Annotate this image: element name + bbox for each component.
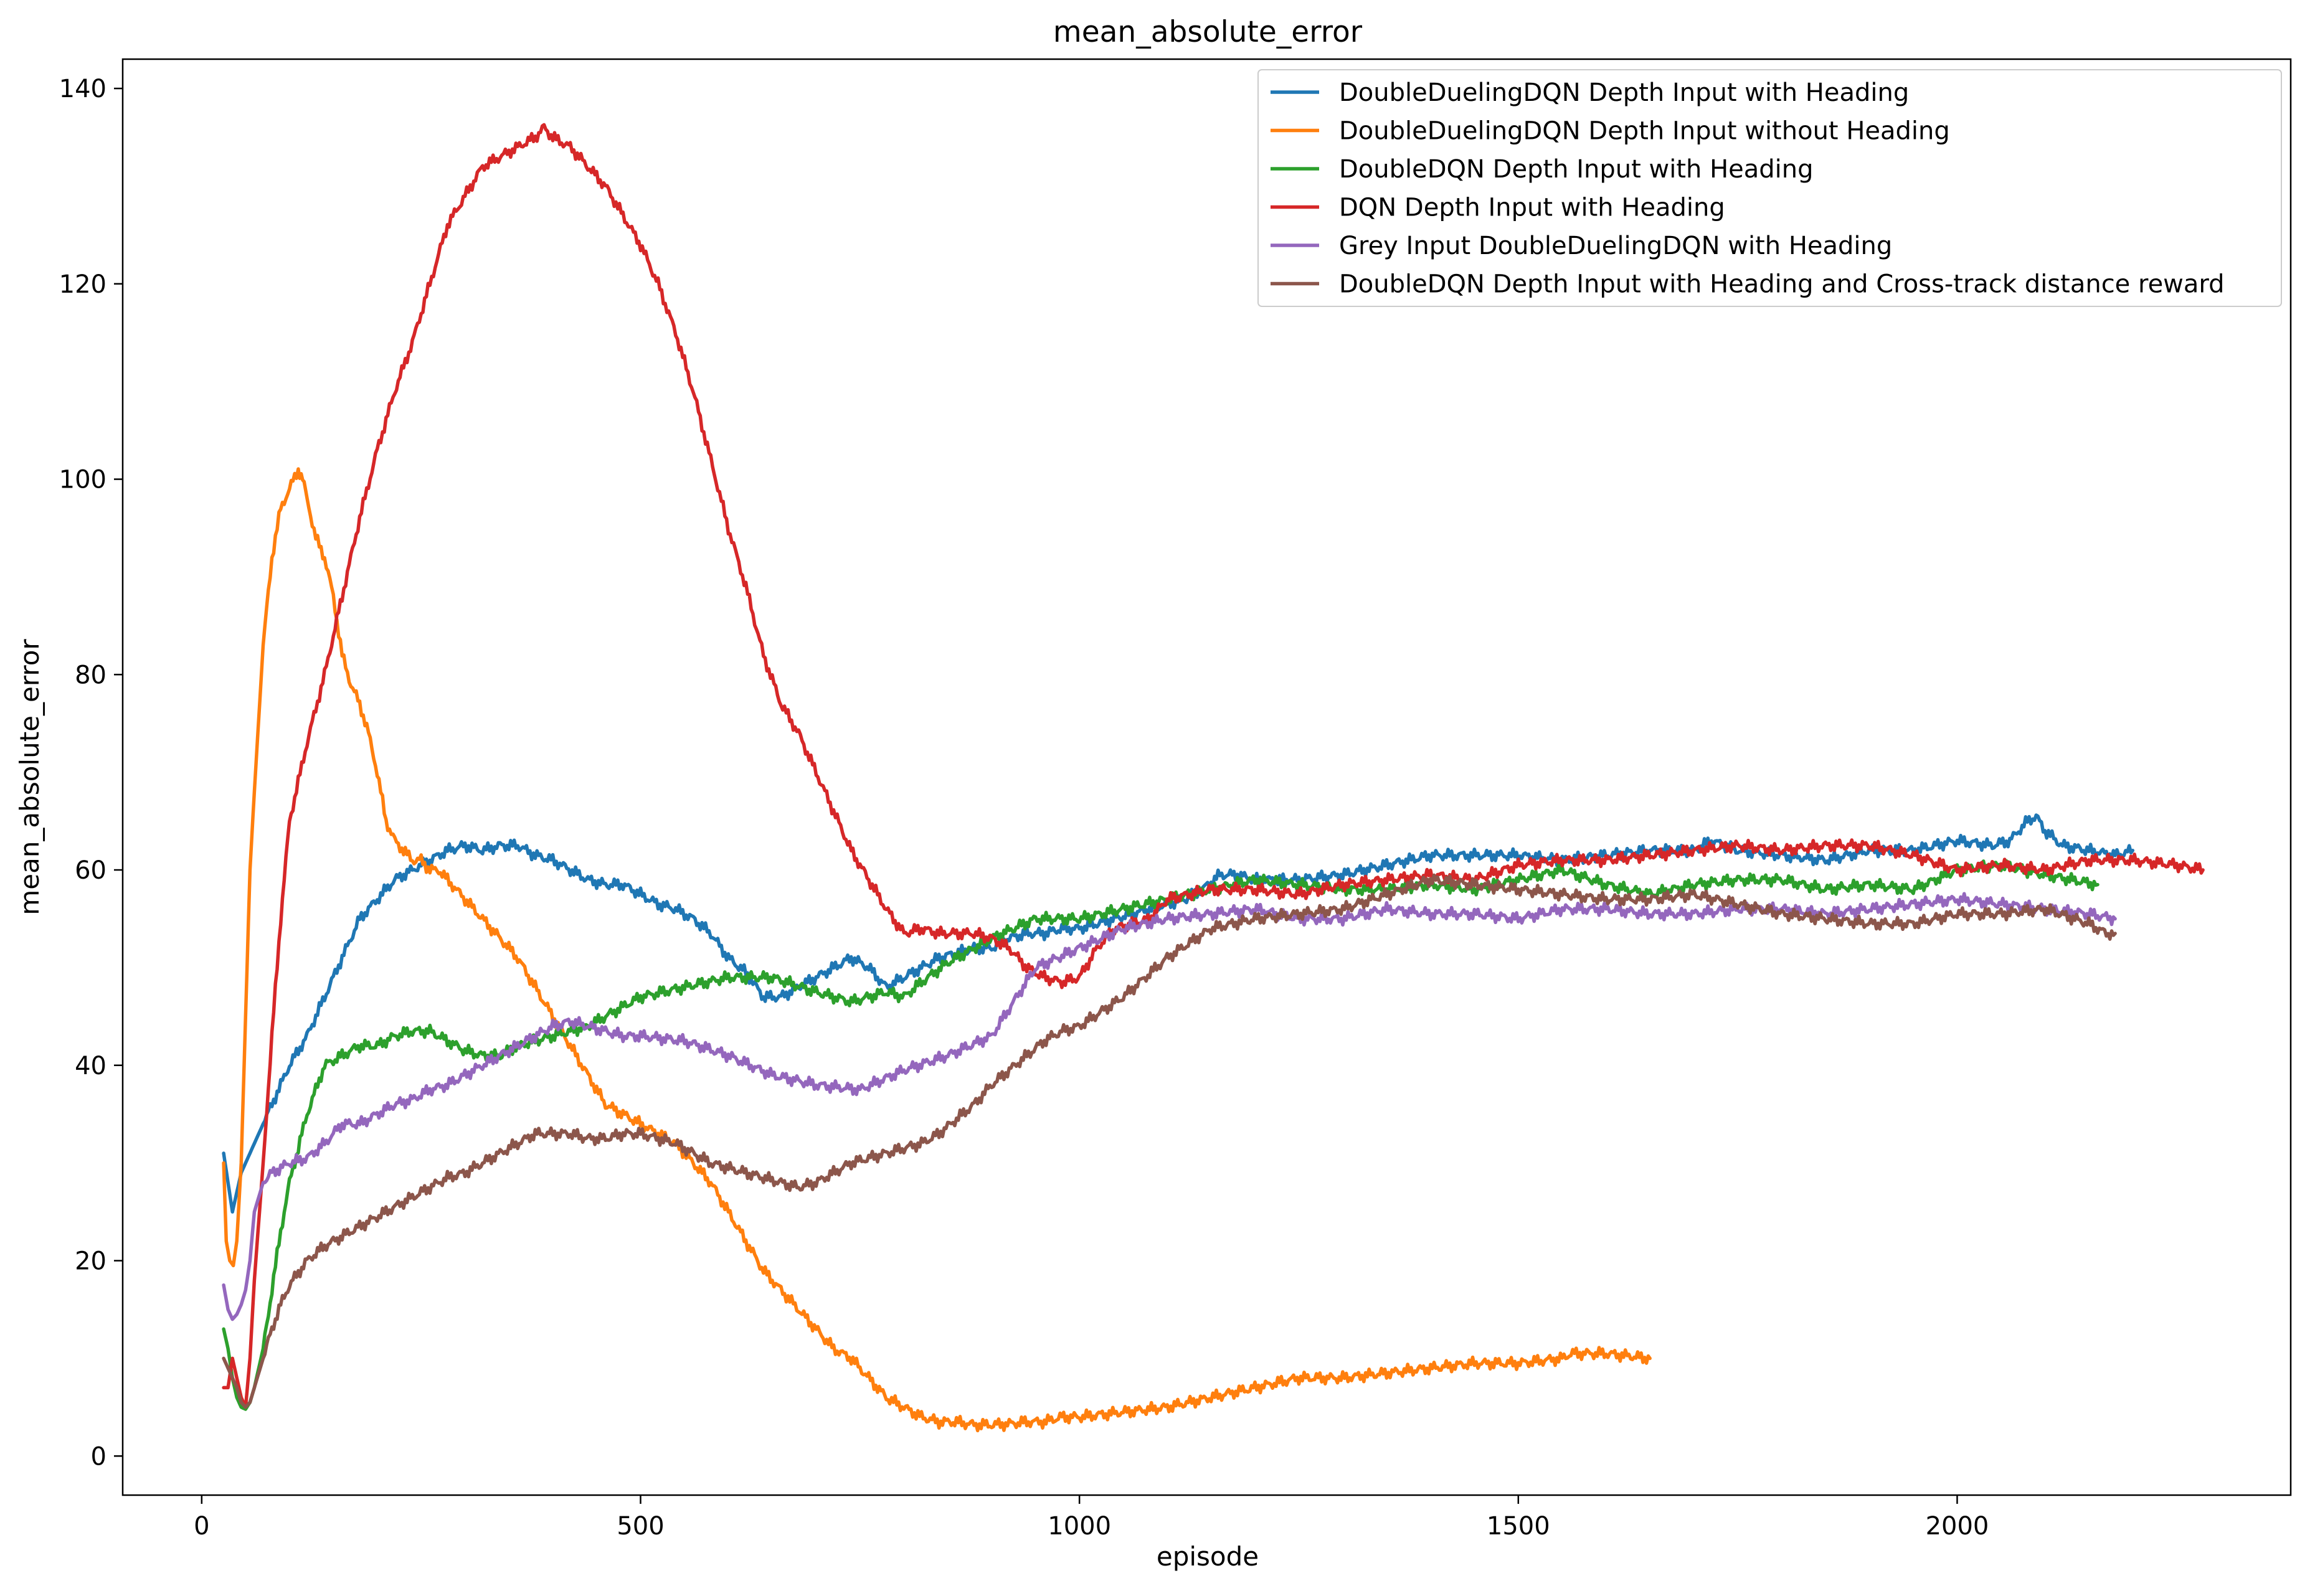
x-tick-label: 0 [194,1512,209,1541]
plot-frame [121,58,2292,1496]
series-line [222,813,2135,1214]
chart-title: mean_absolute_error [1053,15,1363,49]
series-line [222,873,2117,1409]
legend-box [1257,69,2282,307]
x-tick-label: 2000 [1926,1512,1989,1541]
series-line [222,892,2117,1321]
legend-label: DQN Depth Input with Heading [1339,194,1725,222]
series-line [222,123,2205,1409]
y-tick-label: 100 [59,466,107,494]
x-tick-label: 1500 [1487,1512,1550,1541]
x-axis: 0 500 1000 1500 2000 [194,1495,1989,1541]
y-tick-label: 120 [59,270,107,299]
series-line [222,467,1652,1433]
y-tick-label: 0 [91,1442,107,1471]
y-axis-label: mean_absolute_error [14,639,45,915]
y-tick-label: 20 [75,1247,107,1276]
legend: DoubleDuelingDQN Depth Input with Headin… [1257,69,2282,307]
legend-label: DoubleDuelingDQN Depth Input with Headin… [1339,78,1909,107]
legend-label: DoubleDQN Depth Input with Heading [1339,155,1814,184]
legend-label: Grey Input DoubleDuelingDQN with Heading [1339,232,1892,260]
x-axis-label: episode [1157,1541,1259,1572]
y-tick-label: 80 [75,661,107,689]
legend-label: DoubleDQN Depth Input with Heading and C… [1339,270,2225,299]
legend-label: DoubleDuelingDQN Depth Input without Hea… [1339,117,1950,146]
x-tick-label: 500 [617,1512,664,1541]
y-axis: 0 20 40 60 80 100 120 140 [59,75,123,1471]
series-layer [222,123,2205,1433]
y-tick-label: 40 [75,1052,107,1080]
x-tick-label: 1000 [1048,1512,1111,1541]
y-tick-label: 140 [59,75,107,103]
y-tick-label: 60 [75,856,107,885]
